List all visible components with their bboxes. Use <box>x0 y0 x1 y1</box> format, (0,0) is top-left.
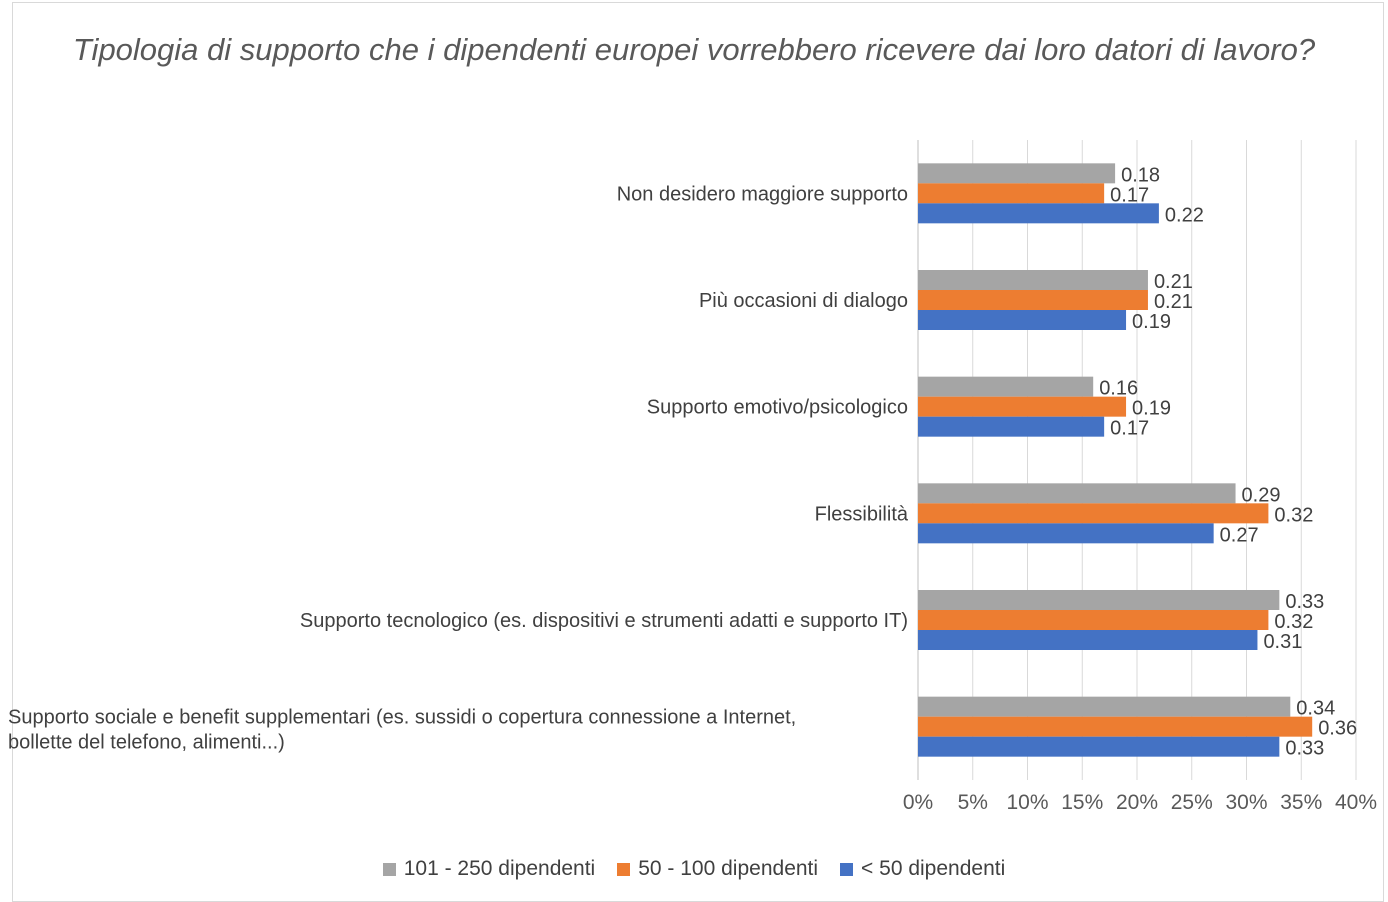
x-tick-label: 25% <box>1171 791 1213 814</box>
bar <box>918 396 1127 417</box>
bar <box>918 310 1127 330</box>
legend-swatch <box>617 862 631 876</box>
data-label: 0.31 <box>1263 631 1302 653</box>
bar <box>918 610 1269 630</box>
data-label: 0.21 <box>1154 271 1193 293</box>
bar <box>918 290 1148 310</box>
category-label: Supporto emotivo/psicologico <box>647 397 908 419</box>
data-label: 0.29 <box>1242 484 1281 506</box>
data-label: 0.32 <box>1274 611 1313 633</box>
bar <box>918 183 1105 204</box>
data-label: 0.27 <box>1220 524 1259 546</box>
category-label: Supporto tecnologico (es. dispositivi e … <box>300 610 908 632</box>
x-tick-label: 40% <box>1335 791 1377 814</box>
x-tick-label: 5% <box>958 791 988 814</box>
bar <box>918 590 1280 610</box>
category-label: Flessibilità <box>815 503 909 525</box>
x-tick-label: 20% <box>1116 791 1158 814</box>
bar <box>918 376 1094 397</box>
data-label: 0.32 <box>1274 504 1313 526</box>
x-tick-label: 35% <box>1280 791 1322 814</box>
category-label-line: Supporto sociale e benefit supplementari… <box>8 707 796 729</box>
data-label: 0.18 <box>1121 164 1160 186</box>
data-label: 0.17 <box>1110 418 1149 440</box>
category-label: Più occasioni di dialogo <box>699 290 908 312</box>
x-tick-label: 30% <box>1225 791 1267 814</box>
category-label-line: bollette del telefono, alimenti...) <box>8 732 285 754</box>
data-label: 0.17 <box>1110 184 1149 206</box>
bar <box>918 270 1148 290</box>
legend-label: 50 - 100 dipendenti <box>638 857 819 880</box>
data-label: 0.33 <box>1285 738 1324 760</box>
legend-label: < 50 dipendenti <box>861 857 1006 880</box>
data-label: 0.22 <box>1165 204 1204 226</box>
bar <box>918 630 1258 650</box>
bar <box>918 696 1291 717</box>
data-label: 0.36 <box>1318 718 1357 740</box>
bar <box>918 736 1280 757</box>
legend-swatch <box>382 862 396 876</box>
data-label: 0.33 <box>1285 591 1324 613</box>
category-label: Non desidero maggiore supporto <box>617 183 908 205</box>
bar <box>918 416 1105 437</box>
chart-title: Tipologia di supporto che i dipendenti e… <box>72 32 1316 67</box>
bar <box>918 503 1269 524</box>
legend-label: 101 - 250 dipendenti <box>403 857 596 880</box>
bar <box>918 523 1214 544</box>
x-tick-label: 0% <box>903 791 933 814</box>
x-tick-label: 15% <box>1061 791 1103 814</box>
bar <box>918 203 1159 224</box>
legend-item-lt-50: < 50 dipendenti <box>840 857 1005 881</box>
bar <box>918 716 1313 737</box>
bar <box>918 483 1236 504</box>
x-tick-label: 10% <box>1006 791 1048 814</box>
legend-item-101-250: 101 - 250 dipendenti <box>382 857 596 881</box>
legend-swatch <box>840 862 854 876</box>
data-label: 0.34 <box>1296 698 1335 720</box>
legend-item-50-100: 50 - 100 dipendenti <box>617 857 818 881</box>
bar <box>918 163 1116 184</box>
category-label: Supporto sociale e benefit supplementari… <box>8 707 796 754</box>
data-label: 0.21 <box>1154 291 1193 313</box>
data-label: 0.19 <box>1132 311 1171 333</box>
data-label: 0.16 <box>1099 378 1138 400</box>
legend: 101 - 250 dipendenti 50 - 100 dipendenti… <box>0 857 1388 881</box>
data-label: 0.19 <box>1132 398 1171 420</box>
